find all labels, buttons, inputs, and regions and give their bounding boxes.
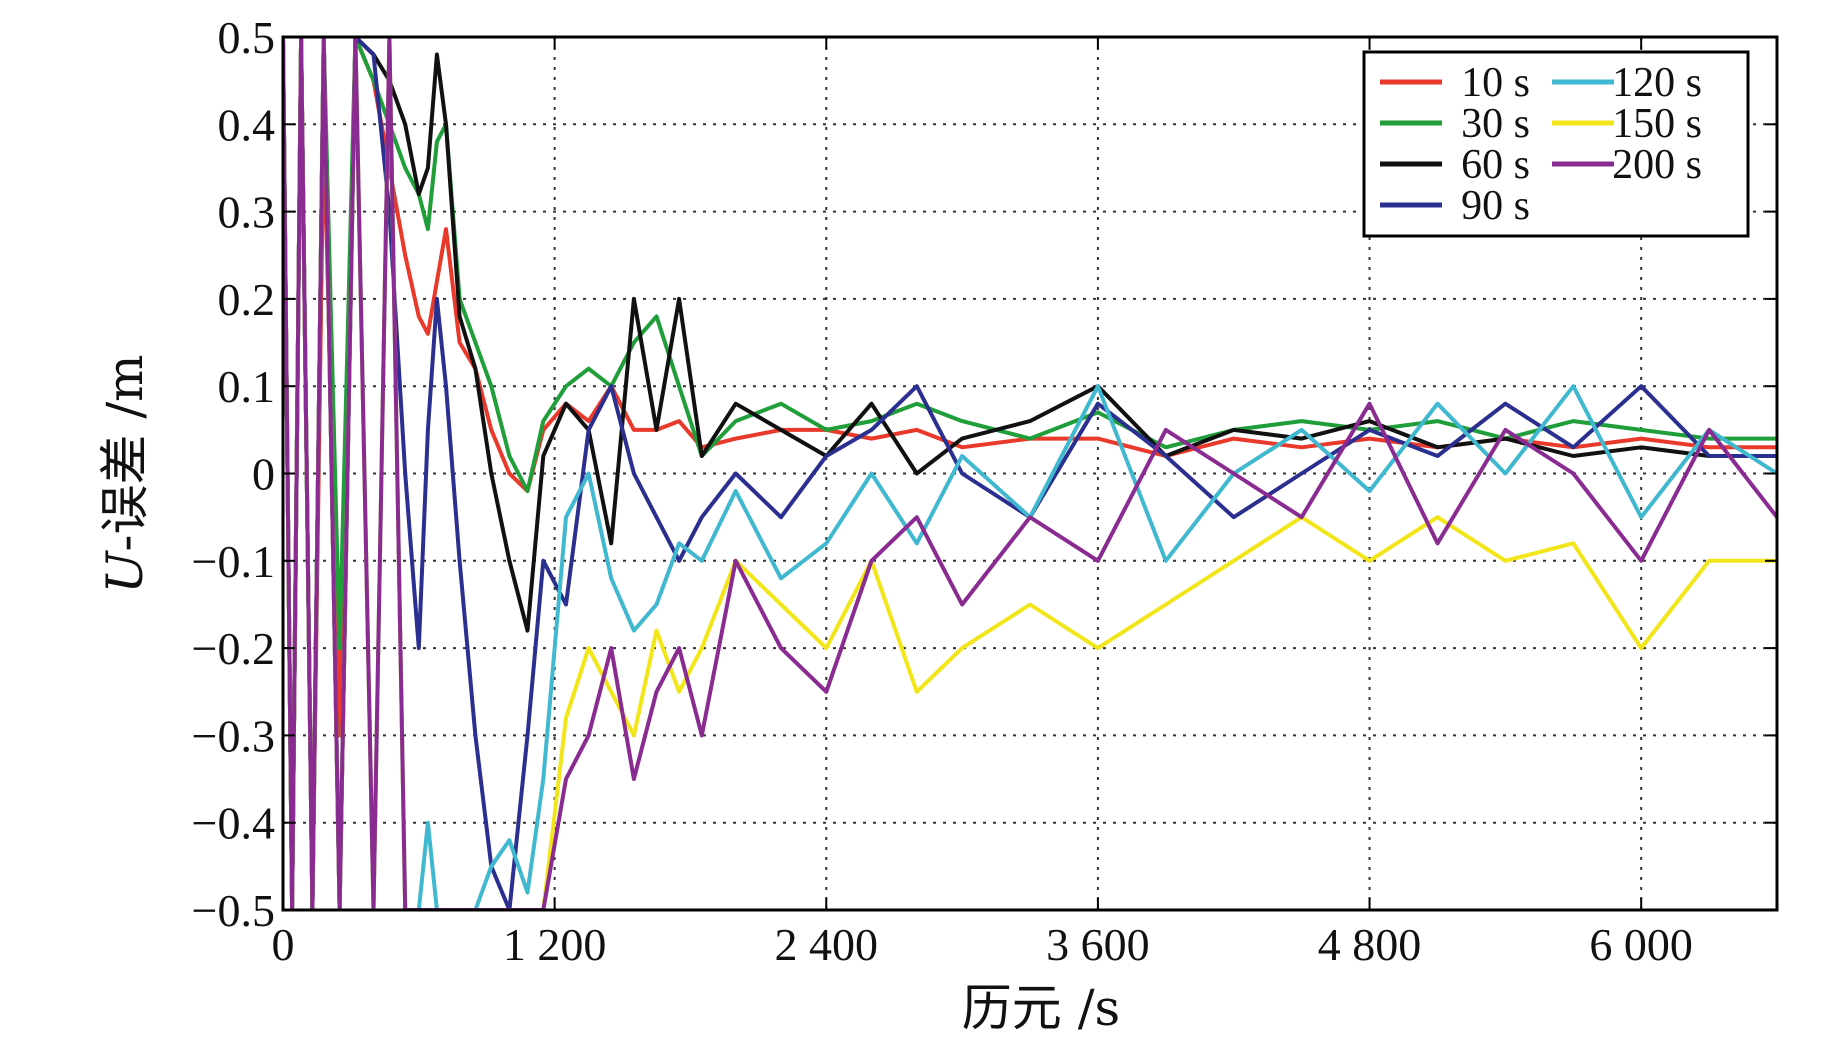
y-tick-label: −0.4 <box>192 798 275 849</box>
legend-label-60s: 60 s <box>1461 142 1530 188</box>
y-tick-label: 0.2 <box>218 274 276 325</box>
axis-ticks <box>282 36 1777 911</box>
x-tick-labels: 0 1 200 2 400 3 600 4 800 6 000 <box>272 919 1693 970</box>
x-tick-label: 1 200 <box>503 919 607 970</box>
legend-label-10s: 10 s <box>1461 60 1530 106</box>
y-axis-title-italic: U <box>96 550 154 594</box>
x-tick-label: 6 000 <box>1589 919 1693 970</box>
x-axis-title: 历元 /s <box>962 979 1120 1037</box>
x-tick-label: 0 <box>272 919 295 970</box>
legend-label-200s: 200 s <box>1612 142 1702 188</box>
y-tick-label: 0.3 <box>218 187 276 238</box>
y-axis-title-rest: -误差 /m <box>96 354 154 551</box>
legend-label-90s: 90 s <box>1461 183 1530 229</box>
y-tick-label: 0.4 <box>218 99 276 150</box>
y-tick-label: −0.5 <box>192 885 275 936</box>
y-tick-label: −0.3 <box>192 710 275 761</box>
y-tick-label: −0.2 <box>192 623 275 674</box>
y-tick-label: 0.1 <box>218 361 276 412</box>
y-tick-label: 0 <box>252 449 275 500</box>
series-lines <box>283 37 1777 910</box>
x-tick-label: 2 400 <box>775 919 879 970</box>
legend-label-30s: 30 s <box>1461 101 1530 147</box>
y-axis-title: U-误差 /m <box>96 354 154 593</box>
x-tick-label: 3 600 <box>1046 919 1150 970</box>
series-line-90s <box>283 37 1777 910</box>
y-tick-label: −0.1 <box>192 536 275 587</box>
legend-label-150s: 150 s <box>1612 101 1702 147</box>
y-tick-labels: 0.5 0.4 0.3 0.2 0.1 0 −0.1 −0.2 −0.3 −0.4 −0.5 <box>192 12 275 936</box>
legend-label-120s: 120 s <box>1612 60 1702 106</box>
x-tick-label: 4 800 <box>1318 919 1422 970</box>
y-tick-label: 0.5 <box>218 12 276 63</box>
series-line-200s <box>283 37 1777 910</box>
series-line-60s <box>283 37 1777 910</box>
